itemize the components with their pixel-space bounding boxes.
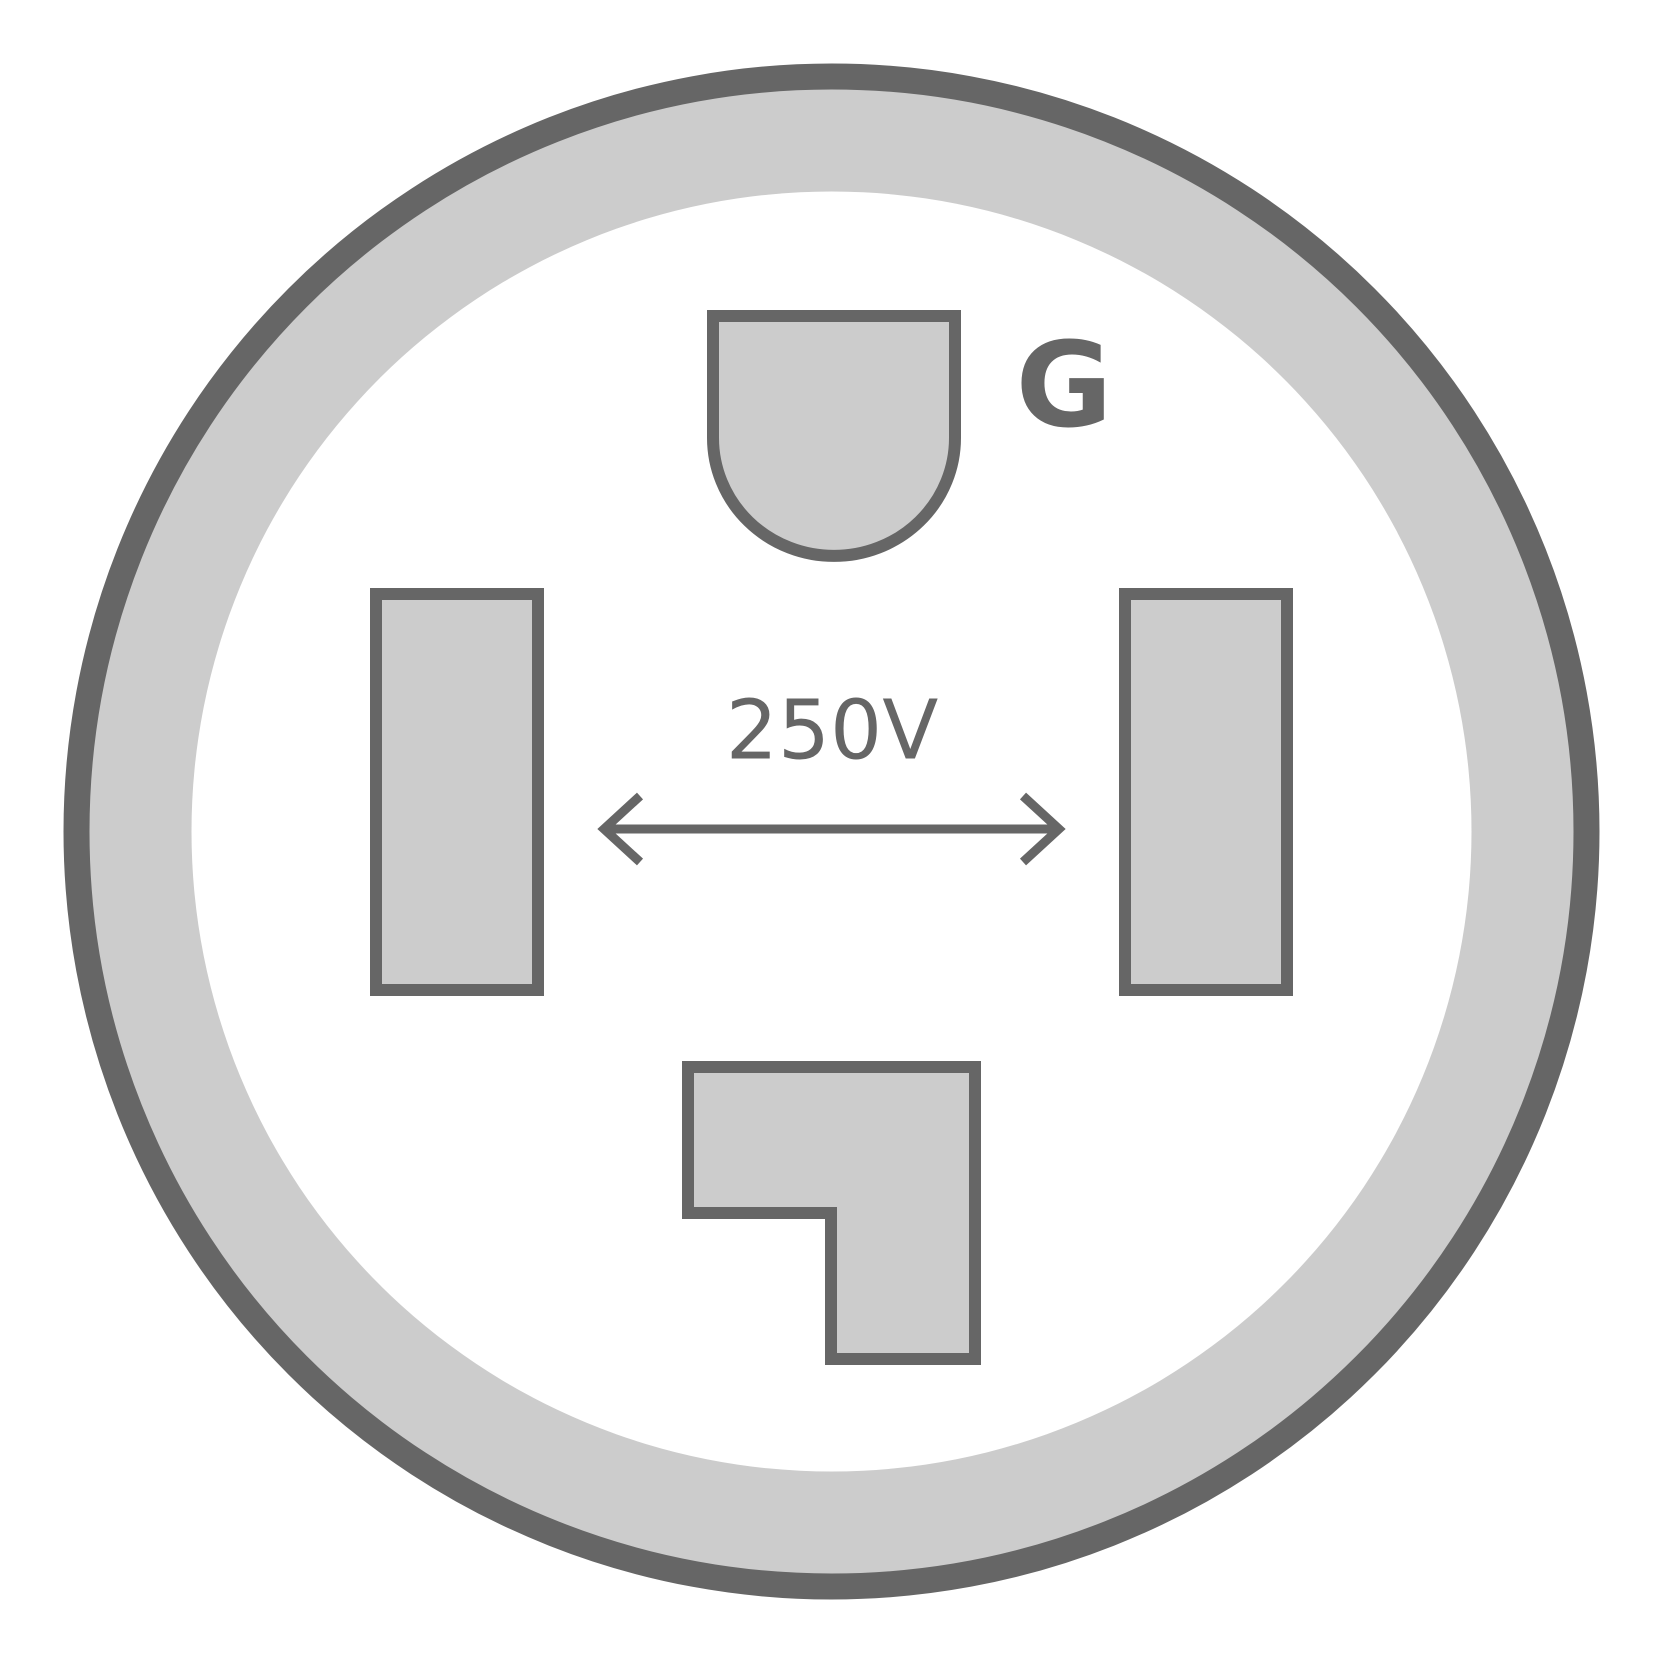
ground-slot	[707, 310, 961, 562]
neutral-slot	[682, 1061, 981, 1365]
arrow-right-head	[1019, 792, 1066, 866]
right-hot-slot	[1119, 588, 1293, 996]
left-hot-slot	[370, 588, 544, 996]
double-headed-arrow-icon	[597, 792, 1066, 866]
ground-label: G	[1016, 316, 1113, 454]
voltage-label: 250V	[726, 683, 939, 778]
arrow-left-head	[597, 792, 644, 866]
